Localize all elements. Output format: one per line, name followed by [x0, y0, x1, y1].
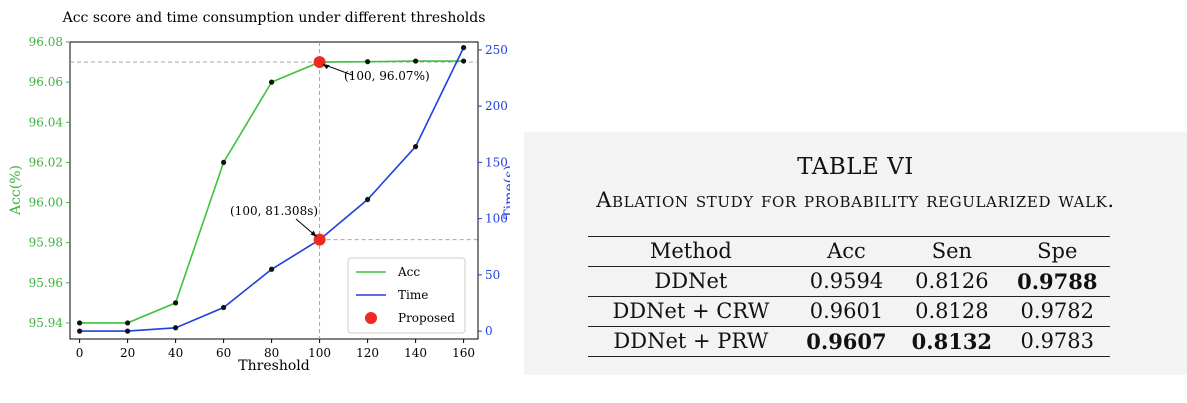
table-header-row: Method Acc Sen Spe	[588, 237, 1110, 267]
x-tick-label: 40	[168, 346, 183, 360]
method-cell: DDNet + CRW	[612, 299, 770, 323]
acc-cell: 0.9601	[809, 299, 884, 323]
x-axis-ticks: 0 20 40 60 80 100 120 140 160	[76, 339, 475, 360]
acc-data-point	[77, 320, 83, 326]
x-tick-label: 100	[308, 346, 331, 360]
right-tick-label: 250	[485, 43, 508, 57]
legend-acc-label: Acc	[397, 265, 420, 279]
time-data-point	[125, 328, 131, 334]
method-cell: DDNet + PRW	[613, 329, 769, 353]
table-caption: Ablation study for probability regulariz…	[596, 188, 1115, 212]
time-annotation-label: (100, 81.308s)	[230, 204, 318, 218]
time-data-point	[365, 196, 371, 203]
ablation-table-panel: TABLE VI Ablation study for probability …	[524, 132, 1187, 375]
left-axis-ticks: 95.94 95.96 95.98 96.00 96.02 96.04 96.06 96.08	[29, 35, 70, 330]
spe-cell-best: 0.9788	[1017, 269, 1098, 294]
acc-cell: 0.9594	[809, 269, 884, 293]
acc-data-point	[365, 59, 371, 65]
proposed-acc-point	[313, 56, 326, 69]
left-tick-label: 95.94	[29, 316, 64, 330]
time-data-point	[77, 328, 83, 334]
time-data-point	[461, 45, 467, 51]
x-tick-label: 20	[120, 346, 135, 360]
column-header-sen: Sen	[931, 239, 973, 263]
right-tick-label: 200	[485, 99, 508, 113]
spe-cell: 0.9783	[1020, 329, 1095, 353]
sen-cell: 0.8126	[915, 269, 989, 293]
time-arrowhead	[310, 230, 317, 237]
left-tick-label: 96.00	[29, 196, 63, 210]
left-tick-label: 96.08	[29, 35, 63, 49]
time-data-point	[413, 144, 419, 150]
method-cell: DDNet	[654, 269, 728, 293]
x-tick-label: 60	[216, 346, 231, 360]
spe-cell: 0.9782	[1020, 299, 1095, 323]
left-tick-label: 96.02	[29, 155, 63, 169]
acc-data-point	[269, 79, 275, 85]
left-tick-label: 96.04	[29, 115, 64, 129]
acc-data-point	[413, 58, 419, 64]
left-tick-label: 95.98	[29, 236, 63, 250]
series-points	[77, 45, 467, 334]
sen-cell: 0.8128	[915, 299, 989, 323]
acc-data-point	[461, 58, 467, 64]
acc-cell-best: 0.9607	[806, 329, 887, 354]
right-axis-label: Time(s)	[502, 165, 510, 218]
time-data-point	[221, 304, 227, 311]
table-number: TABLE VI	[797, 154, 914, 180]
legend-time-label: Time	[398, 288, 428, 302]
annotations: (100, 96.07%) (100, 81.308s)	[230, 63, 430, 238]
acc-data-point	[125, 320, 131, 326]
right-tick-label: 100	[485, 212, 508, 226]
time-data-point	[173, 325, 179, 331]
column-header-spe: Spe	[1037, 239, 1078, 263]
sen-cell-best: 0.8132	[911, 329, 993, 354]
plot-frame	[69, 41, 479, 340]
x-tick-label: 160	[452, 346, 475, 360]
right-tick-label: 0	[485, 324, 493, 338]
right-axis-ticks: 0 50 100 150 200 250	[478, 43, 508, 338]
right-tick-label: 50	[485, 268, 500, 282]
table-row: DDNet 0.9594 0.8126 0.9788	[588, 267, 1110, 297]
legend-proposed-swatch	[365, 312, 377, 324]
chart-title: Acc score and time consumption under dif…	[62, 10, 486, 26]
left-tick-label: 96.06	[29, 75, 63, 89]
legend-proposed-label: Proposed	[398, 311, 455, 325]
left-axis-label: Acc(%)	[8, 165, 24, 216]
column-header-method: Method	[649, 239, 732, 263]
x-tick-label: 140	[404, 346, 427, 360]
threshold-chart: Acc score and time consumption under dif…	[8, 10, 510, 374]
column-header-acc: Acc	[827, 239, 866, 263]
x-tick-label: 0	[76, 346, 84, 360]
ablation-table: Method Acc Sen Spe DDNet 0.9594 0.8126 0…	[588, 236, 1110, 357]
x-axis-label: Threshold	[238, 358, 309, 374]
x-tick-label: 80	[264, 346, 279, 360]
x-tick-label: 120	[356, 346, 379, 360]
acc-data-point	[221, 159, 227, 166]
time-data-point	[269, 266, 275, 272]
right-tick-label: 150	[485, 155, 508, 169]
table-row: DDNet + PRW 0.9607 0.8132 0.9783	[588, 326, 1110, 357]
acc-data-point	[173, 300, 179, 306]
left-tick-label: 95.96	[29, 276, 63, 290]
table-row: DDNet + CRW 0.9601 0.8128 0.9782	[588, 296, 1110, 327]
chart-legend: Acc Time Proposed	[347, 257, 466, 334]
acc-annotation-label: (100, 96.07%)	[344, 69, 430, 83]
acc-arrowhead	[322, 64, 330, 70]
proposed-guide-lines	[70, 42, 478, 339]
